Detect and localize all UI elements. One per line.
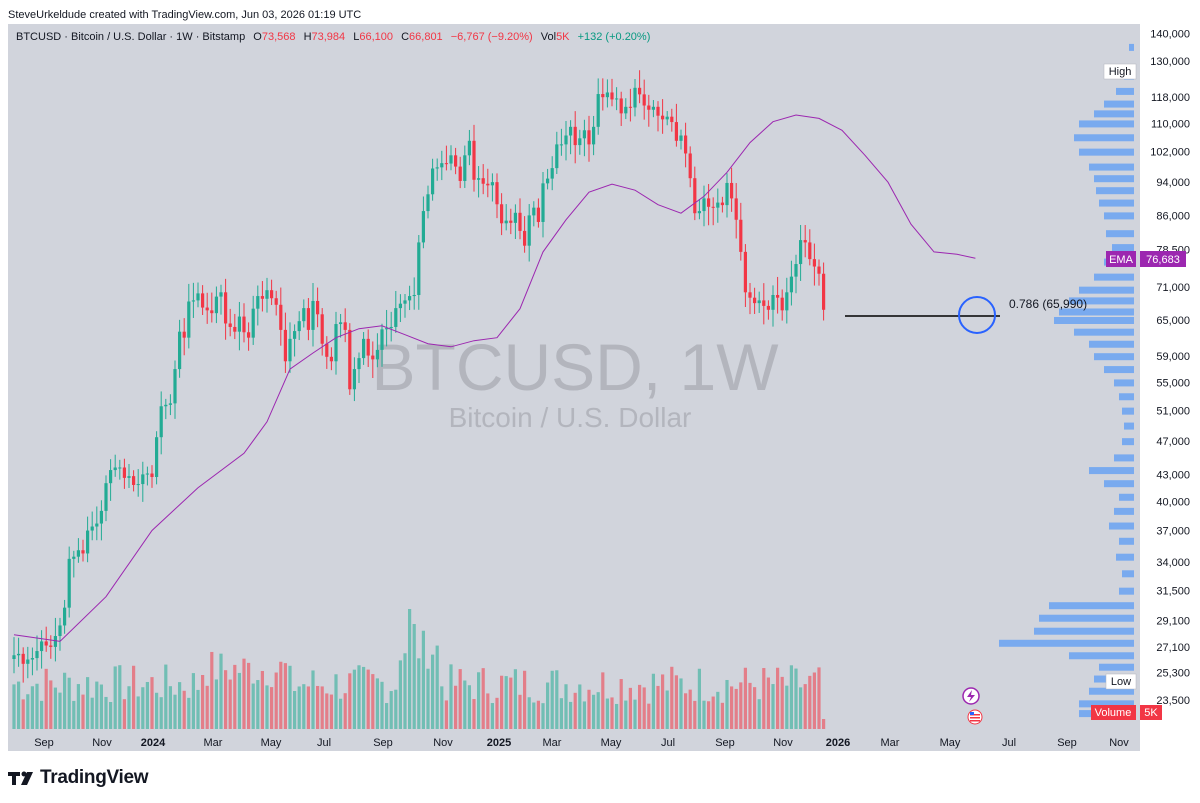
legend-high-value: 73,984 [311,31,346,43]
legend-volume-change: +132 (+0.20%) [577,31,651,43]
legend-volume-value: 5K [556,31,570,43]
footer-brand-name: TradingView [40,767,149,788]
legend-close-label: C [401,31,410,43]
legend-open-label: O [253,31,262,43]
legend-low-label: L [353,31,360,43]
attribution-header: SteveUrkeldude created with TradingView.… [8,9,362,21]
legend-high-label: H [303,31,312,43]
legend-close-value: 66,801 [409,31,443,43]
price-axis[interactable] [1140,24,1200,751]
symbol-legend: BTCUSD · Bitcoin / U.S. Dollar · 1W · Bi… [16,31,650,43]
footer-brand[interactable]: TradingView [8,766,149,790]
legend-symbol: BTCUSD · Bitcoin / U.S. Dollar · 1W · Bi… [16,31,246,43]
legend-low-value: 66,100 [359,31,394,43]
tradingview-logo-icon [8,771,33,785]
legend-change: −6,767 (−9.20%) [450,31,533,43]
chart-pane[interactable] [8,24,1140,751]
legend-volume-label: Vol [540,31,557,43]
legend-open-value: 73,568 [261,31,296,43]
